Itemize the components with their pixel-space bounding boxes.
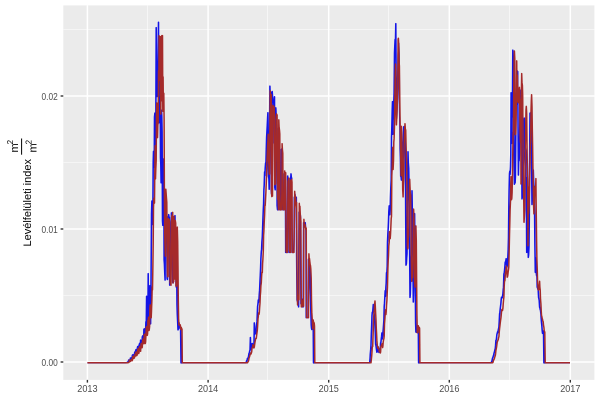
- svg-text:m: m: [9, 143, 21, 152]
- svg-text:2014: 2014: [198, 384, 219, 395]
- svg-text:2: 2: [6, 139, 15, 144]
- svg-text:m: m: [27, 143, 39, 152]
- svg-text:Levélfelületi index: Levélfelületi index: [22, 159, 34, 247]
- svg-text:2016: 2016: [439, 384, 459, 395]
- svg-text:0.02: 0.02: [42, 92, 58, 103]
- svg-text:2013: 2013: [77, 384, 97, 395]
- svg-text:2017: 2017: [560, 384, 580, 395]
- svg-text:0.01: 0.01: [42, 225, 58, 236]
- svg-text:0.00: 0.00: [42, 358, 59, 369]
- svg-text:2: 2: [24, 139, 33, 144]
- svg-text:2015: 2015: [319, 384, 339, 395]
